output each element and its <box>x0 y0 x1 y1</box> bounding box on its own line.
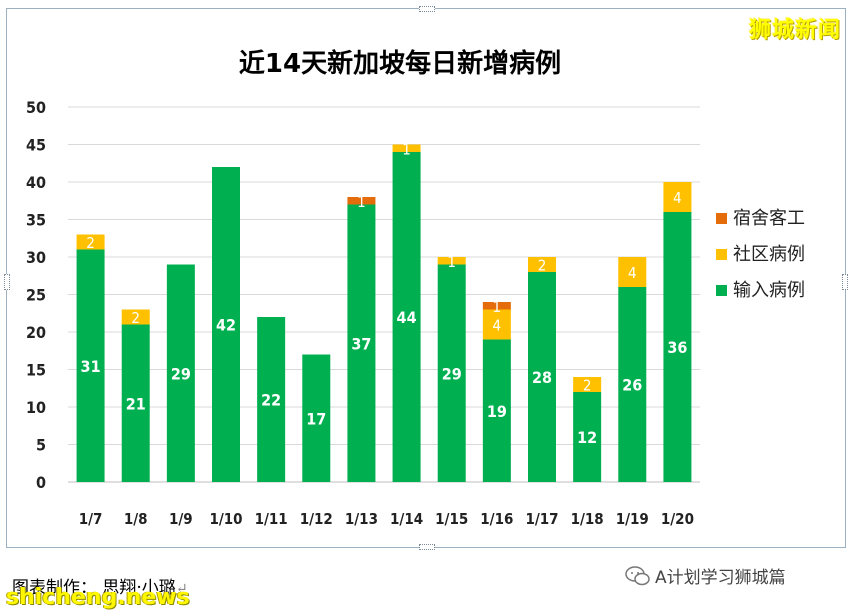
bar-segment <box>663 212 692 482</box>
data-label: 37 <box>351 334 371 353</box>
x-tick-label: 1/11 <box>255 510 288 528</box>
data-label: 2 <box>583 377 592 395</box>
x-tick-label: 1/12 <box>300 510 333 528</box>
data-label: 29 <box>442 364 462 383</box>
bar-segment <box>76 249 105 482</box>
y-tick-label: 20 <box>26 323 46 342</box>
legend-label: 输入病例 <box>733 280 805 301</box>
data-label: 28 <box>532 368 552 387</box>
data-label: 4 <box>493 317 502 335</box>
credit-text: 图表制作： 思翔·小璐↵ <box>12 573 188 598</box>
bar-segment <box>573 377 602 392</box>
x-tick-label: 1/8 <box>124 510 148 528</box>
bar-segment <box>618 287 647 482</box>
wechat-account: A计划学习狮城篇 <box>625 563 786 588</box>
bar-segment <box>302 354 331 482</box>
bar-segment <box>618 257 647 287</box>
bar-segment <box>528 272 556 482</box>
bar-segment <box>573 392 602 482</box>
x-tick-label: 1/10 <box>209 510 242 528</box>
wechat-label: A计划学习狮城篇 <box>655 568 786 588</box>
data-label: 36 <box>667 338 687 357</box>
resize-handle-right[interactable] <box>842 274 848 290</box>
data-label: 2 <box>86 234 95 252</box>
data-label: 2 <box>538 257 547 275</box>
data-label: 31 <box>81 357 101 376</box>
bar-segment <box>121 309 150 325</box>
x-tick-label: 1/9 <box>169 510 193 528</box>
bar-segment <box>482 302 511 310</box>
y-tick-label: 15 <box>26 361 46 380</box>
bar-segment <box>437 264 466 482</box>
legend-swatch <box>716 213 727 224</box>
y-tick-label: 30 <box>26 248 46 267</box>
stacked-bar-chart: 近14天新加坡每日新增病例 31221229422217371441291194… <box>26 48 805 528</box>
data-label: 42 <box>216 316 236 335</box>
data-label: 1 <box>357 193 366 211</box>
site-watermark: shicheng.news <box>6 585 190 610</box>
watermark-text: 狮城新闻 <box>748 18 841 43</box>
x-tick-label: 1/7 <box>79 510 103 528</box>
legend-swatch <box>716 249 727 260</box>
bar-segment <box>347 197 376 205</box>
data-label: 22 <box>261 391 281 410</box>
x-tick-label: 1/20 <box>661 510 694 528</box>
x-tick-label: 1/13 <box>345 510 378 528</box>
x-tick-label: 1/17 <box>525 510 558 528</box>
data-label: 2 <box>131 309 140 327</box>
data-label: 21 <box>126 394 146 413</box>
wechat-icon <box>625 565 650 585</box>
bar-segment <box>347 204 376 482</box>
resize-handle-bottom[interactable] <box>419 544 435 550</box>
x-tick-label: 1/16 <box>480 510 513 528</box>
x-tick-label: 1/14 <box>390 510 423 528</box>
y-tick-label: 25 <box>26 286 46 305</box>
bar-segment <box>392 152 421 482</box>
data-label: 44 <box>397 308 417 327</box>
y-tick-label: 0 <box>36 473 46 492</box>
legend-label: 宿舍客工 <box>733 208 805 229</box>
bar-segment <box>212 167 240 482</box>
x-tick-label: 1/19 <box>616 510 649 528</box>
data-label: 1 <box>402 140 411 158</box>
resize-handle-top[interactable] <box>419 6 435 12</box>
data-label: 4 <box>673 189 682 207</box>
data-label: 29 <box>171 364 191 383</box>
bar-segment <box>257 317 286 482</box>
bar-segment <box>482 339 511 482</box>
bar-segment <box>76 234 105 250</box>
bar-segment <box>166 264 195 482</box>
legend-swatch <box>716 285 727 296</box>
return-mark-icon: ↵ <box>175 581 188 597</box>
x-tick-label: 1/15 <box>435 510 468 528</box>
data-label: 1 <box>447 253 456 271</box>
resize-handle-left[interactable] <box>4 274 10 290</box>
bar-segment <box>528 257 556 272</box>
bar-segment <box>482 309 511 340</box>
data-label: 12 <box>577 428 597 447</box>
bar-segment <box>121 324 150 482</box>
bar-segment <box>437 257 466 265</box>
y-tick-label: 40 <box>26 173 46 192</box>
bar-segment <box>663 182 692 212</box>
data-label: 26 <box>622 376 642 395</box>
y-tick-label: 10 <box>26 398 46 417</box>
chart-title: 近14天新加坡每日新增病例 <box>239 48 561 79</box>
x-tick-label: 1/18 <box>571 510 604 528</box>
data-label: 1 <box>493 298 502 316</box>
legend-label: 社区病例 <box>733 244 805 265</box>
data-label: 19 <box>487 402 507 421</box>
bar-segment <box>392 144 421 152</box>
y-tick-label: 50 <box>26 98 46 117</box>
y-tick-label: 45 <box>26 136 46 155</box>
credit-label: 图表制作： 思翔·小璐 <box>12 578 176 598</box>
data-label: 4 <box>628 264 637 282</box>
y-tick-label: 35 <box>26 211 46 230</box>
y-tick-label: 5 <box>36 436 46 455</box>
data-label: 17 <box>306 409 326 428</box>
